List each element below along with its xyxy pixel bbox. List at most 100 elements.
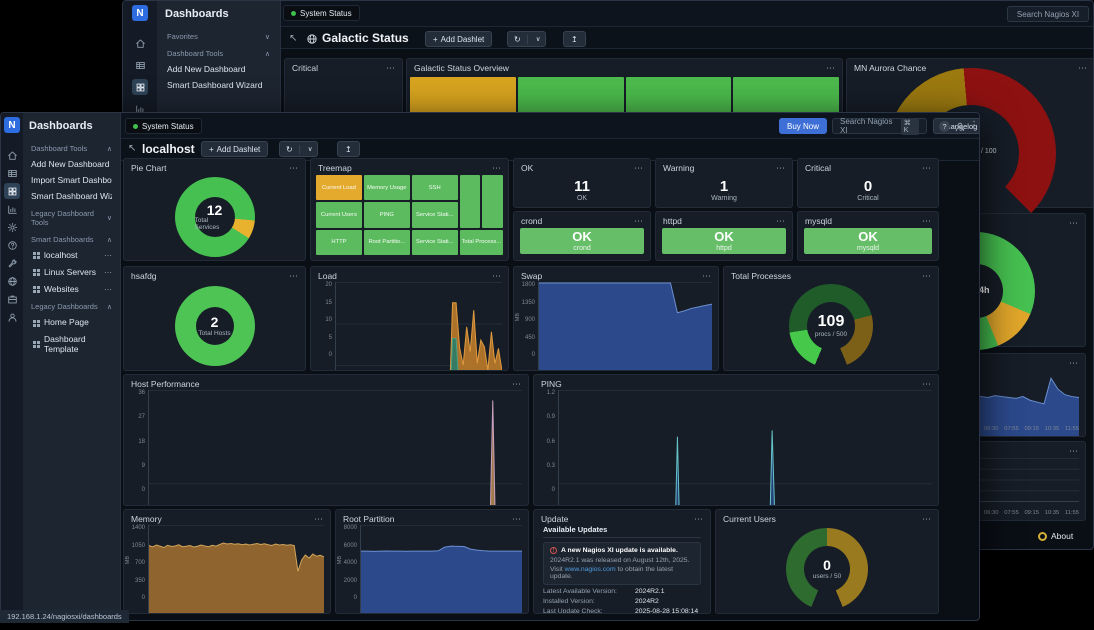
sidebar-item-localhost[interactable]: localhost⋯	[31, 251, 112, 261]
panel-menu-icon[interactable]: ⋯	[702, 273, 711, 279]
panel-menu-icon[interactable]: ⋯	[922, 165, 931, 171]
sidebar-section-favorites[interactable]: Favorites∨	[167, 32, 270, 41]
dashboards-icon[interactable]	[4, 183, 20, 199]
refresh-button-group[interactable]: ↻ ∨	[507, 31, 546, 47]
home-icon[interactable]	[4, 147, 20, 163]
panel-menu-icon[interactable]: ⋯	[826, 65, 835, 71]
tick-label: 06:30	[984, 510, 999, 516]
treemap-cell[interactable]: Current Users	[316, 202, 362, 227]
export-button[interactable]: ↥	[563, 31, 586, 47]
panel-menu-icon[interactable]: ⋯	[512, 381, 521, 387]
user-icon[interactable]	[4, 309, 20, 325]
system-status-badge[interactable]: System Status	[283, 5, 360, 21]
sidebar-item-home-page[interactable]: Home Page	[31, 318, 112, 328]
reports-icon[interactable]	[4, 201, 20, 217]
help-icon[interactable]: ?	[939, 121, 950, 132]
sidebar-item-websites[interactable]: Websites⋯	[31, 285, 112, 295]
buy-now-button[interactable]: Buy Now	[779, 118, 827, 134]
add-dashlet-button[interactable]: +Add Dashlet	[425, 31, 492, 47]
panel-menu-icon[interactable]: ⋯	[1078, 65, 1087, 71]
panel-menu-icon[interactable]: ⋯	[512, 516, 521, 522]
item-menu-icon[interactable]: ⋯	[104, 251, 112, 260]
help-icon[interactable]	[4, 237, 20, 253]
panel-menu-icon[interactable]: ⋯	[634, 165, 643, 171]
treemap-cell[interactable]: Total Process...	[460, 230, 503, 255]
dashboards-icon[interactable]	[132, 79, 148, 95]
item-menu-icon[interactable]: ⋯	[104, 268, 112, 277]
user-icon[interactable]	[954, 120, 966, 138]
service-status-block[interactable]: OKhttpd	[662, 228, 786, 254]
panel-menu-icon[interactable]: ⋯	[922, 273, 931, 279]
system-status-badge[interactable]: System Status	[125, 118, 202, 134]
nagios-logo[interactable]: N	[132, 5, 148, 21]
sidebar-item-add-new-dashboard[interactable]: Add New Dashboard	[167, 64, 270, 74]
sidebar-item-smart-dashboard-wizard[interactable]: Smart Dashboard Wizard	[167, 80, 270, 90]
views-icon[interactable]	[4, 165, 20, 181]
panel-menu-icon[interactable]: ⋯	[922, 218, 931, 224]
treemap-cell[interactable]: HTTP	[316, 230, 362, 255]
tick-label: 11:55	[1065, 426, 1079, 432]
kebab-menu-icon[interactable]: ⋮	[969, 120, 979, 131]
treemap-cell[interactable]: Service Stati...	[412, 230, 458, 255]
panel-menu-icon[interactable]: ⋯	[492, 273, 501, 279]
panel-menu-icon[interactable]: ⋯	[289, 273, 298, 279]
sidebar-section-legacy-dashboard-tools[interactable]: Legacy Dashboard Tools∨	[31, 209, 112, 227]
chevron-down-icon[interactable]: ∨	[303, 145, 318, 153]
views-icon[interactable]	[132, 57, 148, 73]
treemap-cell[interactable]: Service Stati...	[412, 202, 458, 227]
chevron-down-icon[interactable]: ∨	[531, 35, 546, 43]
treemap-cell[interactable]	[460, 175, 481, 228]
service-status-block[interactable]: OKmysqld	[804, 228, 932, 254]
sidebar-item-import-smart-dashboard[interactable]: Import Smart Dashboard	[31, 175, 112, 185]
panel-menu-icon[interactable]: ⋯	[776, 165, 785, 171]
home-icon[interactable]	[132, 35, 148, 51]
panel-menu-icon[interactable]: ⋯	[922, 381, 931, 387]
sidebar-item-linux-servers[interactable]: Linux Servers⋯	[31, 268, 112, 278]
nagios-logo[interactable]: N	[4, 117, 20, 133]
treemap-cell[interactable]: Current Load	[316, 175, 362, 200]
sidebar-section-dashboard-tools[interactable]: Dashboard Tools∧	[31, 144, 112, 153]
service-status-block[interactable]: OKcrond	[520, 228, 644, 254]
back-arrow-icon[interactable]: ↖	[289, 33, 297, 44]
sidebar-section-smart-dashboards[interactable]: Smart Dashboards∧	[31, 235, 112, 244]
treemap-cell[interactable]	[482, 175, 503, 228]
about-link[interactable]: About	[1038, 531, 1073, 541]
refresh-icon[interactable]: ↻	[280, 145, 300, 154]
network-icon[interactable]	[4, 273, 20, 289]
panel-menu-icon[interactable]: ⋯	[1069, 448, 1078, 454]
item-menu-icon[interactable]: ⋯	[104, 285, 112, 294]
tools-icon[interactable]	[4, 255, 20, 271]
refresh-button-group[interactable]: ↻ ∨	[279, 141, 318, 157]
panel-menu-icon[interactable]: ⋯	[634, 218, 643, 224]
panel-menu-icon[interactable]: ⋯	[492, 165, 501, 171]
search-input[interactable]: Search Nagios XI ⌘ K	[832, 118, 927, 134]
tick-label: 450	[525, 335, 535, 341]
add-dashlet-button[interactable]: +Add Dashlet	[201, 141, 268, 157]
panel-menu-icon[interactable]: ⋯	[314, 516, 323, 522]
business-icon[interactable]	[4, 291, 20, 307]
treemap-cell[interactable]: SSH	[412, 175, 458, 200]
panel-menu-icon[interactable]: ⋯	[386, 65, 395, 71]
panel-menu-icon[interactable]: ⋯	[776, 218, 785, 224]
panel-menu-icon[interactable]: ⋯	[289, 165, 298, 171]
treemap-cell[interactable]: PING	[364, 202, 410, 227]
sidebar-item-smart-dashboard-wizard[interactable]: Smart Dashboard Wizard	[31, 191, 112, 201]
search-input[interactable]: Search Nagios XI	[1007, 6, 1089, 22]
treemap-cell[interactable]: Memory Usage	[364, 175, 410, 200]
load-chart	[335, 282, 502, 371]
configure-icon[interactable]	[4, 219, 20, 235]
nagios-link[interactable]: www.nagios.com	[565, 566, 616, 573]
sidebar-item-dashboard-template[interactable]: Dashboard Template	[31, 335, 112, 355]
panel-menu-icon[interactable]: ⋯	[922, 516, 931, 522]
sidebar-section-legacy-dashboards[interactable]: Legacy Dashboards∧	[31, 302, 112, 311]
panel-menu-icon[interactable]: ⋯	[1069, 360, 1078, 366]
panel-menu-icon[interactable]: ⋯	[1069, 220, 1078, 226]
export-button[interactable]: ↥	[337, 141, 360, 157]
treemap-cell[interactable]: Root Partitio...	[364, 230, 410, 255]
sidebar-item-add-new-dashboard[interactable]: Add New Dashboard	[31, 159, 112, 169]
panel-menu-icon[interactable]: ⋯	[694, 516, 703, 522]
refresh-icon[interactable]: ↻	[508, 35, 528, 44]
sidebar-section-dashboard-tools[interactable]: Dashboard Tools∧	[167, 49, 270, 58]
chevron-icon: ∧	[107, 303, 112, 311]
back-arrow-icon[interactable]: ↖	[128, 143, 136, 154]
